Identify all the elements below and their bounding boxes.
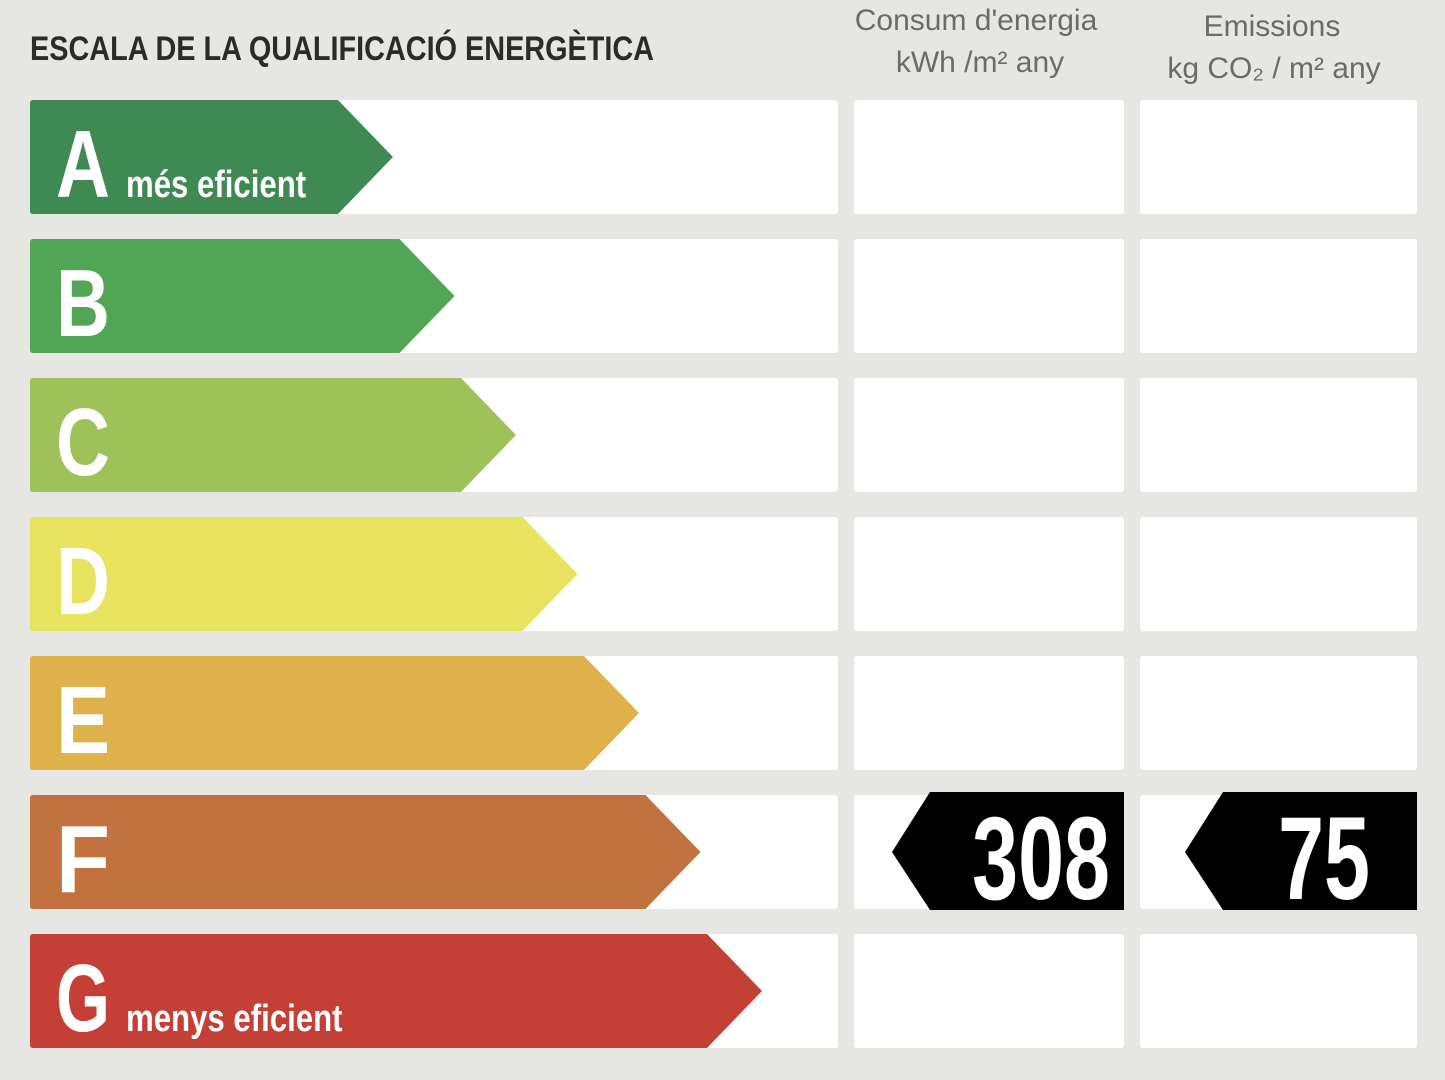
class-letter: G [56, 945, 110, 1052]
class-note: més eficient [126, 164, 306, 206]
class-letter: A [56, 111, 110, 218]
emissions-cell [1140, 378, 1417, 492]
class-arrow [30, 656, 639, 770]
class-letter: B [56, 250, 110, 357]
class-arrow [30, 795, 701, 909]
consumption-value: 308 [972, 793, 1110, 925]
class-arrow [30, 100, 393, 214]
consumption-cell [854, 517, 1124, 631]
consumption-cell [854, 100, 1124, 214]
class-arrow [30, 239, 455, 353]
class-arrow [30, 517, 578, 631]
emissions-title: Emissions [1204, 10, 1341, 43]
emissions-cell [1140, 934, 1417, 1048]
class-letter: F [56, 806, 110, 913]
class-letter: E [56, 667, 110, 774]
emissions-indicator [1185, 792, 1417, 910]
class-letter: D [56, 528, 110, 635]
consumption-indicator [892, 792, 1124, 910]
class-note: menys eficient [126, 998, 343, 1040]
emissions-value: 75 [1278, 793, 1370, 925]
consumption-unit: kWh /m² any [896, 46, 1064, 79]
emissions-cell [1140, 239, 1417, 353]
consumption-cell [854, 378, 1124, 492]
emissions-cell [1140, 100, 1417, 214]
consumption-title: Consum d'energia [855, 4, 1098, 37]
class-arrow [30, 378, 516, 492]
class-arrow [30, 934, 762, 1048]
consumption-cell [854, 239, 1124, 353]
title: ESCALA DE LA QUALIFICACIÓ ENERGÈTICA [30, 30, 654, 68]
consumption-cell [854, 656, 1124, 770]
emissions-cell [1140, 656, 1417, 770]
emissions-cell [1140, 517, 1417, 631]
emissions-unit: kg CO₂ / m² any [1167, 52, 1380, 85]
class-letter: C [56, 389, 110, 496]
consumption-cell [854, 934, 1124, 1048]
